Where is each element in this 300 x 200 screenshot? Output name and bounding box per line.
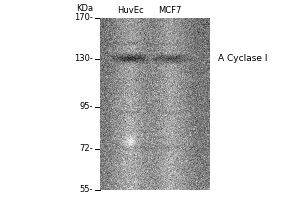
Text: 170-: 170-: [74, 14, 93, 22]
Text: A Cyclase I: A Cyclase I: [218, 54, 268, 63]
Text: HuvEc: HuvEc: [117, 6, 143, 15]
Text: 130-: 130-: [74, 54, 93, 63]
Text: MCF7: MCF7: [158, 6, 182, 15]
Text: 95-: 95-: [80, 102, 93, 111]
Text: 55-: 55-: [80, 186, 93, 194]
Text: 72-: 72-: [80, 144, 93, 153]
Text: KDa: KDa: [76, 4, 93, 13]
